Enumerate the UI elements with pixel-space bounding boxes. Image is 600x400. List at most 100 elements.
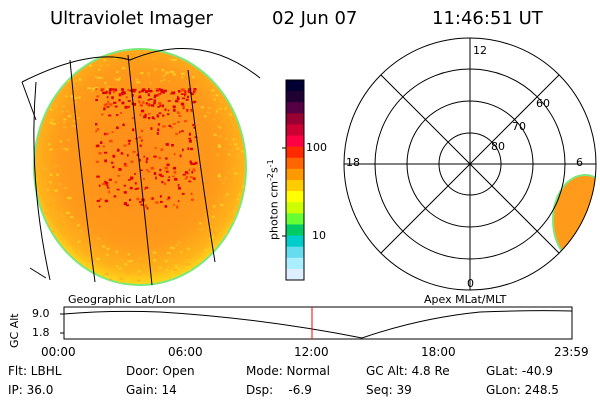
disk-speckle xyxy=(44,212,48,215)
disk-speckle xyxy=(200,258,204,261)
aurora-speckle xyxy=(106,184,109,187)
aurora-speckle xyxy=(96,95,99,98)
disk-speckle xyxy=(91,87,95,90)
disk-speckle xyxy=(175,243,179,246)
disk-speckle xyxy=(49,213,54,216)
aurora-speckle xyxy=(176,205,179,209)
disk-speckle xyxy=(89,64,92,67)
aurora-speckle xyxy=(136,187,140,190)
disk-speckle xyxy=(91,249,94,252)
disk-speckle xyxy=(65,95,68,98)
aurora-speckle xyxy=(166,198,170,201)
aurora-speckle xyxy=(161,90,165,94)
aurora-speckle xyxy=(105,132,109,135)
disk-speckle xyxy=(199,228,204,231)
aurora-speckle xyxy=(183,120,188,123)
aurora-speckle xyxy=(123,162,127,166)
disk-speckle xyxy=(171,58,175,61)
disk-speckle xyxy=(172,73,177,76)
aurora-speckle xyxy=(168,124,171,127)
aurora-speckle xyxy=(147,170,151,173)
disk-speckle xyxy=(174,264,178,267)
disk-speckle xyxy=(219,178,222,181)
aurora-speckle xyxy=(127,100,131,102)
aurora-speckle xyxy=(130,176,134,180)
timeline-xtick-2359: 23:59 xyxy=(554,345,589,359)
disk-speckle xyxy=(211,215,215,218)
aurora-speckle xyxy=(132,151,136,153)
aurora-speckle xyxy=(190,192,193,195)
aurora-speckle xyxy=(108,190,111,194)
aurora-speckle xyxy=(143,178,145,180)
disk-speckle xyxy=(245,145,246,148)
aurora-speckle xyxy=(191,101,196,104)
aurora-speckle xyxy=(140,129,144,133)
disk-speckle xyxy=(217,175,222,178)
aurora-speckle xyxy=(134,188,138,190)
aurora-speckle xyxy=(111,161,114,164)
aurora-speckle xyxy=(175,132,178,136)
disk-speckle xyxy=(232,138,235,141)
colorbar-unit-label: photon cm-2s-1 xyxy=(266,159,281,240)
aurora-speckle xyxy=(168,176,170,179)
disk-speckle xyxy=(137,272,141,275)
aurora-speckle xyxy=(177,112,181,114)
aurora-speckle xyxy=(96,127,99,131)
aurora-speckle xyxy=(148,112,151,115)
disk-speckle xyxy=(209,232,214,235)
aurora-speckle xyxy=(128,198,132,201)
aurora-speckle xyxy=(103,91,107,94)
disk-speckle xyxy=(101,274,105,277)
aurora-speckle xyxy=(144,204,147,208)
disk-speckle xyxy=(101,245,106,248)
aurora-speckle xyxy=(177,95,179,98)
aurora-speckle xyxy=(173,108,176,112)
disk-speckle xyxy=(181,72,185,75)
aurora-speckle xyxy=(140,203,144,206)
aurora-speckle xyxy=(193,88,197,91)
disk-speckle xyxy=(187,247,190,250)
disk-speckle xyxy=(164,260,169,263)
disk-speckle xyxy=(67,197,72,200)
aurora-speckle xyxy=(104,199,109,203)
disk-speckle xyxy=(217,144,221,147)
colorbar-band xyxy=(286,168,304,181)
disk-speckle xyxy=(207,107,211,110)
aurora-speckle xyxy=(148,89,152,93)
aurora-speckle xyxy=(138,100,140,103)
disk-speckle xyxy=(232,220,236,223)
disk-speckle xyxy=(66,79,70,82)
disk-speckle xyxy=(229,143,233,146)
mlat-label-80: 80 xyxy=(491,140,505,153)
aurora-speckle xyxy=(164,108,167,111)
aurora-speckle xyxy=(150,127,153,130)
aurora-speckle xyxy=(141,139,143,142)
aurora-speckle xyxy=(160,88,164,91)
aurora-speckle xyxy=(147,99,150,101)
disk-speckle xyxy=(159,266,162,269)
disk-speckle xyxy=(137,270,141,273)
info-filter: Flt: LBHL xyxy=(8,364,62,378)
aurora-speckle xyxy=(116,188,120,191)
aurora-speckle xyxy=(171,143,174,147)
colorbar-band xyxy=(286,91,304,103)
aurora-speckle xyxy=(143,187,146,190)
aurora-speckle xyxy=(187,90,191,93)
aurora-speckle xyxy=(164,182,167,185)
disk-speckle xyxy=(103,59,106,62)
disk-speckle xyxy=(212,118,216,121)
aurora-speckle xyxy=(96,175,100,178)
timeline-ytick-1.8: 1.8 xyxy=(32,326,50,339)
aurora-speckle xyxy=(115,114,119,116)
aurora-speckle xyxy=(182,107,185,110)
disk-speckle xyxy=(165,276,170,279)
aurora-speckle xyxy=(114,181,117,184)
aurora-speckle xyxy=(147,117,151,120)
aurora-speckle xyxy=(194,136,198,138)
timeline-xtick-0600: 06:00 xyxy=(168,345,203,359)
disk-speckle xyxy=(149,81,152,84)
disk-speckle xyxy=(198,248,201,251)
disk-speckle xyxy=(215,94,219,97)
aurora-speckle xyxy=(173,166,177,170)
aurora-speckle xyxy=(150,89,152,93)
